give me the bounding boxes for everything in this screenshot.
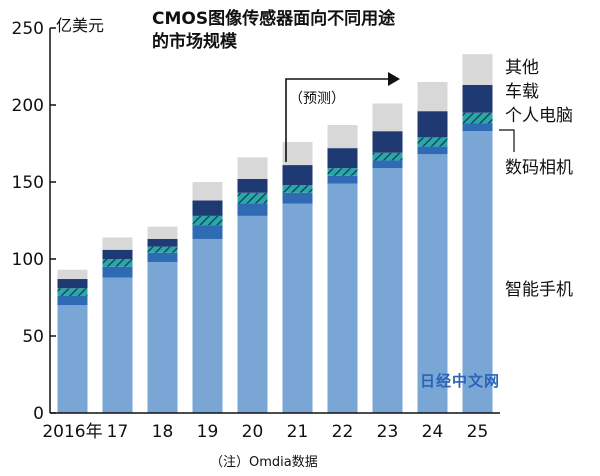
bar-segment-2-2: [147, 246, 178, 253]
bar-segment-5-5: [282, 141, 313, 166]
bar-segment-1-1: [102, 266, 133, 278]
bar-segment-3-5: [282, 165, 313, 186]
x-tick-label: 24: [422, 422, 444, 442]
bar-segment-5-3: [192, 182, 223, 201]
x-tick-label: 20: [242, 422, 264, 442]
y-tick-label: 250: [12, 19, 44, 39]
bar-segment-1-9: [462, 123, 493, 132]
bar-segment-5-8: [417, 81, 448, 112]
bar-segment-5-1: [102, 237, 133, 250]
forecast-label: （预测）: [289, 91, 345, 107]
bar-segment-3-4: [237, 178, 268, 193]
label-camera: 数码相机: [505, 158, 573, 178]
forecast-arrowhead: [388, 72, 400, 86]
bar-segment-0-1: [102, 277, 133, 413]
bar-segment-5-7: [372, 103, 403, 132]
label-pc: 个人电脑: [505, 106, 573, 126]
bar-segment-3-3: [192, 200, 223, 216]
bar-segment-2-1: [102, 259, 133, 267]
bar-segment-5-4: [237, 157, 268, 179]
segment-labels: 其他 车载 个人电脑 数码相机 智能手机: [499, 58, 573, 300]
x-tick-label: 2016年: [42, 422, 102, 442]
bar-segment-3-6: [327, 148, 358, 169]
bar-segment-3-9: [462, 84, 493, 113]
bar-segment-0-5: [282, 203, 313, 413]
bar-segment-2-9: [462, 112, 493, 124]
bar-segment-1-4: [237, 203, 268, 216]
y-tick-label: 200: [12, 96, 44, 116]
x-tick-label: 19: [197, 422, 219, 442]
bar-segment-1-7: [372, 160, 403, 169]
bar-segment-0-8: [417, 154, 448, 413]
label-automotive: 车载: [505, 82, 539, 102]
y-tick-label: 150: [12, 173, 44, 193]
bars: [57, 54, 493, 413]
x-tick-label: 18: [152, 422, 174, 442]
label-smartphone: 智能手机: [505, 280, 573, 300]
bar-segment-1-3: [192, 225, 223, 239]
x-tick-label: 21: [287, 422, 309, 442]
watermark: 日经中文网: [420, 372, 500, 390]
bar-segment-1-6: [327, 175, 358, 184]
bar-segment-0-0: [57, 305, 88, 413]
bar-segment-2-7: [372, 152, 403, 161]
bar-segment-5-6: [327, 125, 358, 149]
bar-segment-2-4: [237, 192, 268, 204]
bar-segment-3-7: [372, 131, 403, 153]
bar-segment-2-8: [417, 137, 448, 147]
x-tick-label: 22: [332, 422, 354, 442]
source-note: （注）Omdia数据: [210, 455, 318, 470]
label-other: 其他: [505, 58, 539, 78]
camera-leader-line: [499, 129, 515, 152]
x-axis: 2016年 17 18 19 20 21 22 23 24 25: [42, 412, 500, 442]
chart-title-line-1: CMOS图像传感器面向不同用途: [152, 8, 396, 29]
bar-segment-2-6: [327, 168, 358, 176]
bar-segment-0-6: [327, 183, 358, 413]
x-tick-label: 23: [377, 422, 399, 442]
y-tick-label: 0: [33, 404, 44, 424]
x-tick-label: 25: [467, 422, 489, 442]
bar-segment-3-2: [147, 238, 178, 247]
bar-segment-1-5: [282, 192, 313, 204]
bar-segment-0-3: [192, 238, 223, 413]
bar-segment-0-7: [372, 168, 403, 413]
bar-segment-0-4: [237, 215, 268, 413]
bar-segment-1-2: [147, 252, 178, 263]
bar-segment-5-2: [147, 226, 178, 239]
forecast-marker: （预测）: [285, 72, 400, 162]
y-tick-label: 100: [12, 250, 44, 270]
bar-segment-3-1: [102, 249, 133, 259]
bar-segment-2-0: [57, 288, 88, 296]
bar-segment-5-9: [462, 54, 493, 85]
bar-segment-1-8: [417, 146, 448, 155]
bar-segment-3-0: [57, 279, 88, 289]
bar-segment-3-8: [417, 111, 448, 138]
forecast-arrow: [285, 78, 392, 162]
bar-segment-0-9: [462, 131, 493, 413]
y-tick-label: 50: [22, 327, 44, 347]
chart-title-line-2: 的市场规模: [152, 31, 238, 52]
bar-segment-2-5: [282, 185, 313, 193]
bar-segment-5-0: [57, 269, 88, 280]
y-axis: 0 50 100 150 200 250: [12, 19, 56, 424]
unit-label: 亿美元: [56, 16, 104, 35]
bar-segment-2-3: [192, 215, 223, 226]
bar-segment-1-0: [57, 295, 88, 306]
bar-segment-0-2: [147, 262, 178, 413]
x-tick-label: 17: [107, 422, 129, 442]
